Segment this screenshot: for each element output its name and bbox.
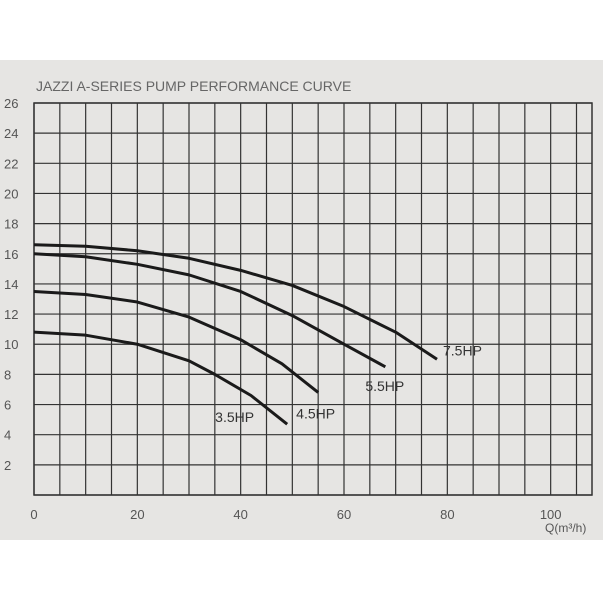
y-tick-label: 24 [4,126,18,141]
y-tick-label: 8 [4,367,11,382]
curve-4.5HP [33,289,320,394]
curve-label-3.5HP: 3.5HP [215,409,254,425]
y-tick-label: 6 [4,398,11,413]
x-tick-label: 40 [233,507,247,522]
curve-5.5HP [33,252,387,369]
y-tick-label: 20 [4,186,18,201]
plot-border [33,102,593,496]
y-tick-label: 18 [4,217,18,232]
y-tick-label: 22 [4,156,18,171]
curve-label-4.5HP: 4.5HP [296,405,335,421]
curve-label-7.5HP: 7.5HP [443,342,482,358]
y-tick-label: 4 [4,428,11,443]
chart-photo [0,60,603,540]
y-tick-label: 16 [4,247,18,262]
x-tick-label: 100 [540,507,562,522]
curve-3.5HP [33,330,289,426]
x-tick-label: 0 [30,507,37,522]
curves: 7.5HP 5.5HP 4.5HP 3.5HP [33,243,482,426]
chart-title: JAZZI A-SERIES PUMP PERFORMANCE CURVE [36,78,351,94]
y-tick-label: 12 [4,307,18,322]
curve-label-5.5HP: 5.5HP [365,378,404,394]
x-tick-label: 60 [337,507,351,522]
y-tick-label: 26 [4,96,18,111]
x-tick-label: 20 [130,507,144,522]
curve-7.5HP [33,243,438,361]
grid [33,102,593,496]
y-tick-label: 10 [4,337,18,352]
y-tick-label: 14 [4,277,18,292]
y-tick-label: 2 [4,458,11,473]
x-tick-label: 80 [440,507,454,522]
x-axis-label: Q(m³/h) [545,521,586,535]
